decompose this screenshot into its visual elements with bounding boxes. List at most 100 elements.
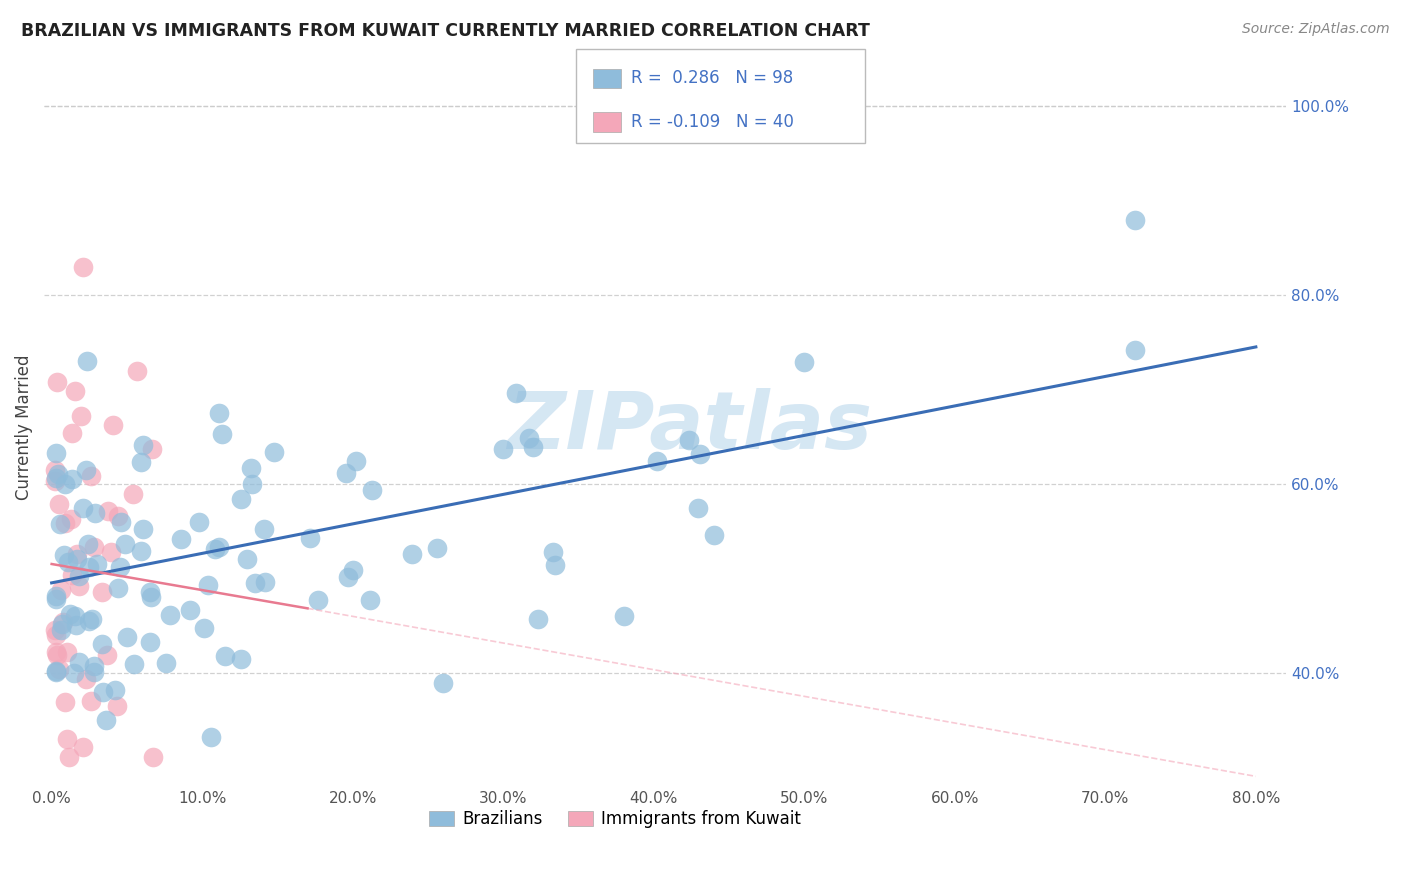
Point: [193, 621, 215, 635]
Point: [114, 537, 136, 551]
Point: [208, 406, 231, 420]
Point: [138, 585, 160, 599]
Point: [527, 611, 550, 625]
Point: [141, 750, 163, 764]
Point: [67, 578, 90, 592]
Point: [97, 503, 120, 517]
Point: [48, 662, 70, 676]
Point: [53, 695, 76, 709]
Point: [48, 497, 70, 511]
Point: [100, 544, 122, 558]
Point: [107, 698, 129, 713]
Point: [299, 531, 322, 545]
Point: [72, 260, 94, 274]
Point: [66, 551, 89, 566]
Point: [52, 615, 75, 629]
Point: [200, 731, 222, 745]
Point: [236, 552, 259, 566]
Point: [56, 555, 79, 569]
Point: [359, 593, 381, 607]
Point: [63, 666, 86, 681]
Point: [505, 386, 527, 401]
Point: [197, 578, 219, 592]
Point: [91, 685, 114, 699]
Point: [70, 409, 93, 423]
Point: [63, 384, 86, 398]
Point: [56, 732, 79, 747]
Point: [51, 623, 73, 637]
Point: [59, 512, 82, 526]
Point: [46, 376, 69, 390]
Point: [44, 463, 66, 477]
Point: [45, 628, 67, 642]
Point: [65, 618, 87, 632]
Point: [44, 623, 66, 637]
Point: [132, 438, 155, 452]
Point: [253, 522, 276, 536]
Point: [263, 445, 285, 459]
Text: R = -0.109   N = 40: R = -0.109 N = 40: [631, 113, 794, 131]
Point: [60, 426, 83, 441]
Point: [122, 487, 145, 501]
Point: [204, 541, 226, 556]
Text: R =  0.286   N = 98: R = 0.286 N = 98: [631, 70, 793, 87]
Point: [53, 516, 76, 530]
Point: [207, 540, 229, 554]
Point: [1125, 343, 1147, 357]
Point: [76, 353, 98, 368]
Point: [60, 568, 83, 582]
Point: [110, 515, 132, 529]
Point: [77, 537, 100, 551]
Point: [541, 545, 564, 559]
Point: [522, 440, 544, 454]
Point: [1125, 212, 1147, 227]
Point: [240, 477, 263, 491]
Point: [58, 750, 80, 764]
Point: [45, 589, 67, 603]
Point: [361, 483, 384, 497]
Point: [703, 527, 725, 541]
Point: [122, 657, 145, 671]
Point: [77, 560, 100, 574]
Point: [159, 608, 181, 623]
Text: ZIPatlas: ZIPatlas: [508, 388, 872, 467]
Point: [83, 665, 105, 680]
Point: [115, 630, 138, 644]
Point: [72, 501, 94, 516]
Point: [229, 491, 252, 506]
Point: [45, 471, 67, 485]
Point: [793, 355, 815, 369]
Point: [82, 612, 104, 626]
Point: [79, 468, 101, 483]
Point: [253, 574, 276, 589]
Point: [689, 447, 711, 461]
Point: [179, 603, 201, 617]
Point: [45, 445, 67, 459]
Point: [132, 522, 155, 536]
Point: [60, 472, 83, 486]
Point: [187, 515, 209, 529]
Point: [426, 541, 449, 555]
Text: BRAZILIAN VS IMMIGRANTS FROM KUWAIT CURRENTLY MARRIED CORRELATION CHART: BRAZILIAN VS IMMIGRANTS FROM KUWAIT CURR…: [21, 22, 870, 40]
Point: [231, 651, 253, 665]
Point: [103, 418, 125, 433]
Point: [46, 467, 69, 481]
Point: [45, 592, 67, 607]
Point: [127, 364, 149, 378]
Point: [108, 560, 131, 574]
Point: [44, 474, 66, 488]
Point: [432, 676, 454, 690]
Point: [49, 517, 72, 532]
Text: Source: ZipAtlas.com: Source: ZipAtlas.com: [1241, 22, 1389, 37]
Y-axis label: Currently Married: Currently Married: [15, 354, 32, 500]
Point: [53, 476, 76, 491]
Point: [59, 607, 82, 621]
Point: [63, 609, 86, 624]
Point: [86, 557, 108, 571]
Point: [45, 665, 67, 680]
Point: [155, 656, 177, 670]
Point: [139, 634, 162, 648]
Point: [335, 467, 357, 481]
Point: [243, 576, 266, 591]
Point: [344, 454, 367, 468]
